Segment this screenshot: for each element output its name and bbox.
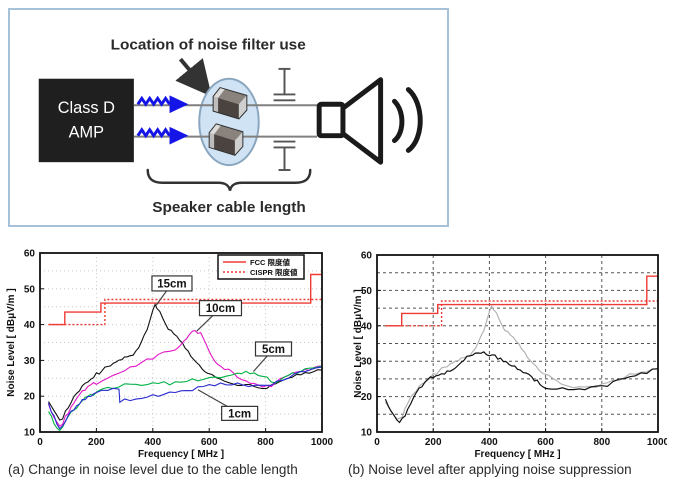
y-axis-label: Noise Level [ dBμV/m ] <box>6 288 17 396</box>
noise-filter-diagram: Location of noise filter use Class D AMP <box>38 36 423 216</box>
caption-b: (b) Noise level after applying noise sup… <box>348 462 632 477</box>
annotation-box-15cm <box>151 275 193 292</box>
y-tick-label: 10 <box>361 428 373 439</box>
annotation-box-10cm <box>198 300 243 317</box>
caption-a: (a) Change in noise level due to the cab… <box>8 462 298 477</box>
x-tick-label: 400 <box>481 437 498 448</box>
x-tick-label: 600 <box>537 437 554 448</box>
amp-label-line2: AMP <box>69 124 104 142</box>
x-tick-label: 600 <box>201 437 218 448</box>
capacitor-icon-bottom <box>273 140 296 172</box>
class-d-amp-box: Class D AMP <box>38 78 134 163</box>
speaker-icon <box>316 77 423 165</box>
legend-box <box>217 254 305 280</box>
series-fcc-limit <box>48 273 322 326</box>
series-after-suppression <box>384 351 659 424</box>
y-tick-label: 10 <box>24 428 36 439</box>
series-10cm <box>47 329 323 427</box>
y-tick-label: 60 <box>361 251 373 262</box>
ferrite-bead-icon-top <box>212 86 248 120</box>
y-tick-label: 40 <box>361 321 373 332</box>
noise-wave-arrow-icon-bottom <box>136 126 189 145</box>
annotation-label: 10cm <box>206 303 235 315</box>
x-tick-label: 1000 <box>311 437 334 448</box>
annotation-box-5cm <box>254 341 293 357</box>
y-tick-label: 50 <box>361 286 373 297</box>
chart-a-noise-vs-cable-length: 15cm 10cm 5cm 1cm 0 200 400 600 800 1000 10 20 30 40 5… <box>5 246 345 460</box>
series-15cm <box>48 303 323 421</box>
annotation-label: 5cm <box>262 344 285 356</box>
series-cispr-limit <box>385 300 658 327</box>
diagram-title: Location of noise filter use <box>111 36 306 53</box>
x-tick-label: 0 <box>374 437 380 448</box>
x-tick-label: 200 <box>88 437 105 448</box>
noise-wave-arrow-icon-top <box>136 95 189 114</box>
y-axis-label: Noise Level [ dBμV/m ] <box>353 289 364 397</box>
x-tick-label: 400 <box>144 437 161 448</box>
plot-border <box>39 252 323 433</box>
x-tick-label: 0 <box>37 437 43 448</box>
y-tick-label: 20 <box>24 392 36 403</box>
y-tick-label: 20 <box>361 392 373 403</box>
noise-filter-diagram-panel: Location of noise filter use Class D AMP <box>8 8 449 227</box>
amp-label-line1: Class D <box>58 99 115 117</box>
annotation-box-1cm <box>221 405 259 421</box>
legend-label: FCC 限度値 <box>250 257 290 267</box>
cable-length-brace <box>146 168 312 191</box>
series-5cm <box>48 365 323 432</box>
y-tick-label: 30 <box>361 357 373 368</box>
capacitor-icon-top <box>273 67 296 102</box>
x-tick-label: 800 <box>257 437 274 448</box>
x-tick-label: 1000 <box>647 437 667 448</box>
ferrite-bead-icon-bottom <box>208 123 244 156</box>
chart-b-noise-after-suppression: 0 200 400 600 800 1000 10 20 30 40 50 60 Frequency [… <box>352 246 670 461</box>
plot-border <box>376 254 659 433</box>
y-tick-label: 30 <box>24 356 36 367</box>
legend-label: CISPR 限度値 <box>250 267 298 277</box>
x-axis-label: Frequency [ MHz ] <box>138 449 224 460</box>
x-tick-label: 200 <box>425 437 442 448</box>
chart-a-svg: 15cm 10cm 5cm 1cm 0 200 400 600 800 1000 10 20 30 40 5… <box>6 249 334 461</box>
series-cispr-limit <box>48 298 322 326</box>
cable-length-label: Speaker cable length <box>152 199 305 216</box>
y-tick-label: 50 <box>24 284 36 295</box>
x-axis-label: Frequency [ MHz ] <box>474 449 560 460</box>
annotation-label: 1cm <box>228 408 251 420</box>
series-fcc-limit <box>385 275 658 327</box>
x-tick-label: 800 <box>593 437 610 448</box>
pointer-arrow-icon <box>175 57 212 97</box>
series-before-suppression-15cm-no-filter- <box>384 304 659 420</box>
annotation-label: 15cm <box>157 278 186 290</box>
y-tick-label: 40 <box>24 320 36 331</box>
y-tick-label: 60 <box>24 249 36 260</box>
chart-b-svg: 0 200 400 600 800 1000 10 20 30 40 50 60 Frequency [… <box>353 251 670 461</box>
series-1cm <box>47 366 323 430</box>
